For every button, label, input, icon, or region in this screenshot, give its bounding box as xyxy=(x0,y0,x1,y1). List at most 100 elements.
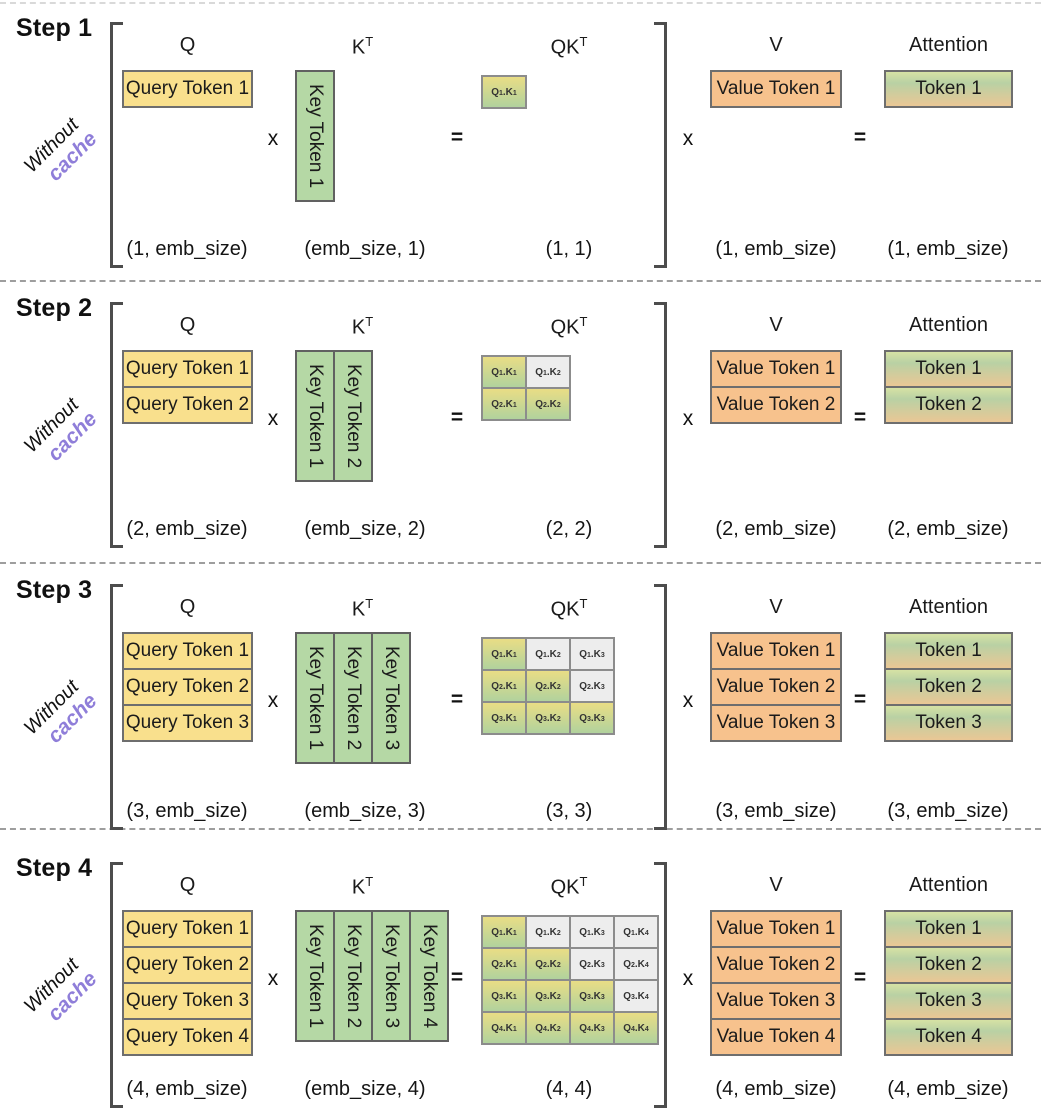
qk-cell-separator: . xyxy=(546,958,550,970)
qk-cell-q-sub: 3 xyxy=(542,993,547,1001)
qk-cell-q-sub: 4 xyxy=(498,1025,503,1033)
step-label: Step 1 xyxy=(16,14,93,42)
qk-cell-q-sub: 4 xyxy=(586,1025,591,1033)
qk-cell-separator: . xyxy=(502,366,506,378)
qk-cell-k-sub: 3 xyxy=(600,993,605,1001)
value-token: Value Token 1 xyxy=(710,350,842,388)
attention-column-header: Attention xyxy=(909,874,988,896)
kt-header-base: K xyxy=(351,598,366,621)
qk-cell-q-sub: 3 xyxy=(542,715,547,723)
v-column-header: V xyxy=(769,874,783,896)
qk-cell-q-sub: 4 xyxy=(542,1025,547,1033)
qk-cell-q: Q xyxy=(491,926,499,938)
value-matrix: Value Token 1 Value Token 2 Value Token 3 xyxy=(710,632,842,742)
qk-cell-separator: . xyxy=(590,990,594,1002)
qk-cell-q-sub: 2 xyxy=(498,683,503,691)
qk-cell-q: Q xyxy=(535,926,543,938)
qk-cell-separator: . xyxy=(634,1022,638,1034)
qk-cell-k: K xyxy=(549,958,557,970)
qk-cell-k-sub: 4 xyxy=(644,1025,649,1033)
qk-cell-q: Q xyxy=(491,958,499,970)
v-shape-label: (3, emb_size) xyxy=(715,800,837,822)
qk-cell-q-sub: 2 xyxy=(542,961,547,969)
value-token: Value Token 1 xyxy=(710,632,842,670)
qk-cell-q-sub: 3 xyxy=(586,715,591,723)
attention-token: Token 1 xyxy=(884,632,1013,670)
qk-cell-q: Q xyxy=(579,990,587,1002)
qk-cell-k: K xyxy=(637,958,645,970)
qk-cell-k-sub: 3 xyxy=(600,1025,605,1033)
attention-column-header: Attention xyxy=(909,34,988,56)
key-token: Key Token 1 xyxy=(295,70,335,202)
qk-cell-k-sub: 3 xyxy=(600,715,605,723)
qk-cell-separator: . xyxy=(590,1022,594,1034)
query-token: Query Token 1 xyxy=(122,350,253,388)
attention-token: Token 1 xyxy=(884,910,1013,948)
qk-cell-k: K xyxy=(637,926,645,938)
qk-cell-separator: . xyxy=(502,990,506,1002)
multiply-operator: x xyxy=(682,127,694,150)
qk-cell-k-sub: 4 xyxy=(644,929,649,937)
query-token: Query Token 2 xyxy=(122,668,253,706)
qk-cell-q-sub: 3 xyxy=(498,715,503,723)
qk-cell-separator: . xyxy=(546,926,550,938)
qk-cell-k: K xyxy=(593,712,601,724)
left-bracket xyxy=(110,862,123,1108)
qk-cell-k: K xyxy=(637,990,645,1002)
attention-token: Token 4 xyxy=(884,1018,1013,1056)
qk-cell-q: Q xyxy=(535,366,543,378)
multiply-operator: x xyxy=(267,127,279,150)
key-token: Key Token 2 xyxy=(333,632,373,764)
qk-cell-q-sub: 4 xyxy=(630,1025,635,1033)
qk-cell-separator: . xyxy=(502,1022,506,1034)
qk-cell-separator: . xyxy=(546,712,550,724)
key-token: Key Token 2 xyxy=(333,910,373,1042)
kt-shape-label: (emb_size, 3) xyxy=(304,800,426,822)
v-column-header: V xyxy=(769,596,783,618)
kt-shape-label: (emb_size, 1) xyxy=(304,238,426,260)
key-token: Key Token 1 xyxy=(295,910,335,1042)
qkt-column-header: QKT xyxy=(481,34,657,60)
qk-cell-q-sub: 2 xyxy=(630,961,635,969)
qk-cell-separator: . xyxy=(590,648,594,660)
qk-cell-q: Q xyxy=(623,926,631,938)
q-column-header: Q xyxy=(179,34,196,56)
value-token: Value Token 3 xyxy=(710,982,842,1020)
qk-cell-q: Q xyxy=(579,1022,587,1034)
right-bracket xyxy=(654,302,667,548)
step-divider-3 xyxy=(0,828,1041,830)
qk-cell-k-sub: 2 xyxy=(556,961,561,969)
qk-cell-q: Q xyxy=(535,680,543,692)
query-token: Query Token 3 xyxy=(122,704,253,742)
key-transpose-matrix: Key Token 1 Key Token 2 Key Token 3 xyxy=(295,632,411,764)
attention-shape-label: (4, emb_size) xyxy=(887,1078,1009,1100)
qkt-column-header: QKT xyxy=(481,314,657,340)
qk-cell-separator: . xyxy=(546,990,550,1002)
qk-cell-k-sub: 1 xyxy=(512,961,517,969)
qk-cell-k-sub: 4 xyxy=(644,993,649,1001)
qk-cell-k-sub: 1 xyxy=(512,651,517,659)
step-divider-2 xyxy=(0,562,1041,564)
qk-cell-k: K xyxy=(593,1022,601,1034)
q-shape-label: (3, emb_size) xyxy=(126,800,248,822)
qk-cell-k-sub: 2 xyxy=(556,1025,561,1033)
qk-cell-separator: . xyxy=(634,990,638,1002)
qk-cell-q-sub: 2 xyxy=(542,401,547,409)
attention-output-matrix: Token 1 Token 2 Token 3 xyxy=(884,632,1013,742)
kt-column-header: KT xyxy=(300,596,425,622)
qk-cell-q-sub: 2 xyxy=(498,961,503,969)
attention-token: Token 1 xyxy=(884,350,1013,388)
left-bracket xyxy=(110,302,123,548)
step-1-row: Step 1 Without cache Q KT QKT V Attention x = x = Qu… xyxy=(0,6,1041,278)
query-matrix: Query Token 1 xyxy=(122,70,253,108)
qk-shape-label: (4, 4) xyxy=(545,1078,593,1100)
kt-header-superscript: T xyxy=(365,874,374,889)
qkt-header-base: QK xyxy=(550,36,580,59)
qk-cell-k-sub: 2 xyxy=(556,369,561,377)
